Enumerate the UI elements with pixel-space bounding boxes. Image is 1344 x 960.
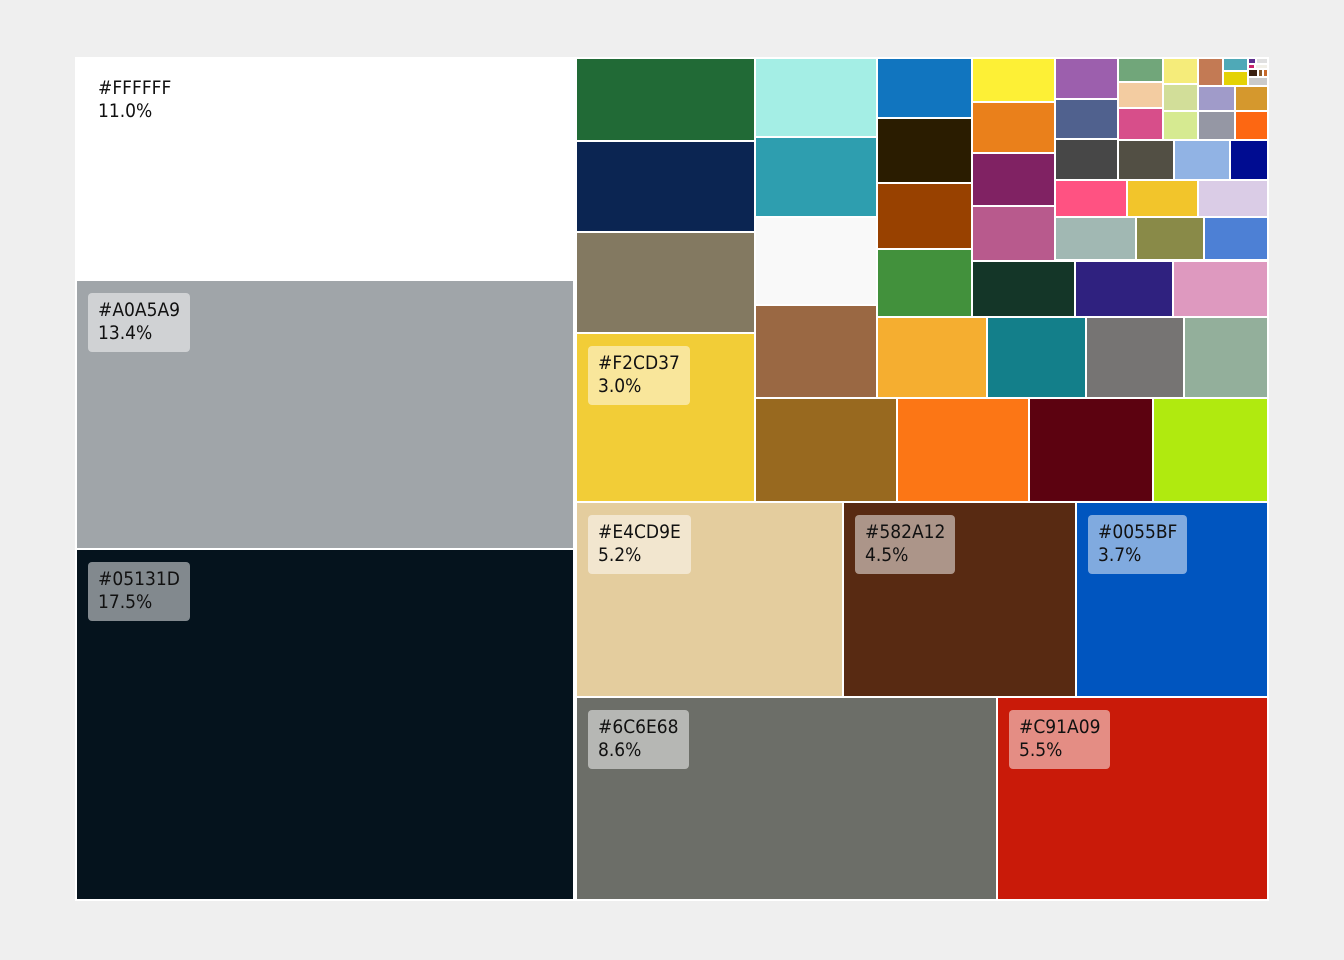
treemap-tile — [1054, 57, 1119, 100]
tile-label: #A0A5A9 13.4% — [88, 293, 191, 352]
treemap-tile — [575, 231, 756, 334]
treemap-tile — [876, 117, 973, 184]
treemap-tile — [1162, 110, 1199, 141]
treemap-tile — [1162, 83, 1199, 112]
tile-hex-label: #C91A09 — [1019, 716, 1101, 738]
treemap-tile — [1028, 397, 1154, 503]
tile-hex-label: #05131D — [98, 568, 180, 590]
treemap-tile — [971, 57, 1056, 103]
tile-hex-label: #0055BF — [1098, 521, 1178, 543]
treemap-tile — [1074, 260, 1174, 318]
treemap-tile — [896, 397, 1030, 503]
treemap-tile — [1126, 179, 1199, 218]
treemap-tile — [876, 316, 988, 399]
tile-percent-label: 17.5% — [98, 591, 153, 613]
treemap-tile — [1054, 138, 1119, 181]
tile-hex-label: #6C6E68 — [598, 716, 679, 738]
tile-percent-label: 4.5% — [865, 544, 909, 566]
tile-label: #6C6E68 8.6% — [588, 710, 689, 769]
tile-percent-label: 3.0% — [598, 375, 642, 397]
tile-hex-label: #A0A5A9 — [98, 299, 181, 321]
treemap-tile — [876, 248, 973, 318]
tile-label: #0055BF 3.7% — [1088, 515, 1188, 574]
tile-label: #E4CD9E 5.2% — [588, 515, 691, 574]
treemap-tile — [1135, 216, 1205, 261]
treemap-tile — [75, 57, 575, 281]
tile-label: #05131D 17.5% — [88, 562, 190, 621]
tile-hex-label: #E4CD9E — [598, 521, 681, 543]
treemap-tile — [754, 136, 878, 218]
tile-hex-label: #582A12 — [865, 521, 946, 543]
treemap-tile — [754, 397, 898, 503]
treemap-tile — [1234, 110, 1269, 141]
treemap-tile — [1262, 68, 1269, 78]
treemap-tile — [575, 140, 756, 233]
tile-percent-label: 13.4% — [98, 322, 153, 344]
treemap-tile — [1054, 216, 1137, 261]
treemap-tile — [876, 182, 973, 250]
treemap-tile — [575, 57, 756, 142]
treemap-tile — [1173, 139, 1231, 181]
treemap-tile — [1054, 98, 1119, 140]
tile-percent-label: 3.7% — [1098, 544, 1142, 566]
treemap-tile — [1117, 57, 1164, 83]
treemap-tile — [1222, 57, 1249, 72]
treemap-tile — [754, 57, 878, 138]
tile-label: #F2CD37 3.0% — [588, 346, 690, 405]
treemap-tile — [1197, 110, 1236, 141]
treemap-tile — [1222, 70, 1249, 87]
treemap-tile — [1162, 57, 1199, 85]
treemap-tile — [971, 260, 1076, 318]
treemap-tile — [1085, 316, 1185, 399]
treemap-tile — [971, 152, 1056, 207]
treemap-tile — [1197, 57, 1224, 87]
treemap-tile — [1117, 81, 1164, 109]
treemap-tile — [1183, 316, 1269, 399]
tile-percent-label: 11.0% — [98, 100, 153, 122]
tile-hex-label: #FFFFFF — [98, 77, 172, 99]
treemap-tile — [1152, 397, 1269, 503]
treemap-tile — [1117, 107, 1164, 141]
treemap-tile — [1197, 85, 1236, 112]
tile-percent-label: 8.6% — [598, 739, 642, 761]
treemap-tile — [971, 101, 1056, 154]
tile-percent-label: 5.2% — [598, 544, 642, 566]
treemap-tile — [1117, 139, 1175, 181]
tile-label: #C91A09 5.5% — [1009, 710, 1111, 769]
treemap-tile — [1229, 139, 1269, 181]
treemap-tile — [986, 316, 1087, 399]
treemap-tile — [876, 57, 973, 119]
treemap-tile — [1234, 85, 1269, 112]
treemap-tile — [1247, 76, 1269, 87]
treemap-tile — [1172, 260, 1269, 318]
tile-percent-label: 5.5% — [1019, 739, 1063, 761]
treemap-tile — [971, 205, 1056, 262]
treemap-tile — [1247, 68, 1259, 78]
treemap-tile — [754, 304, 878, 399]
tile-hex-label: #F2CD37 — [598, 352, 680, 374]
tile-label: #FFFFFF 11.0% — [88, 71, 181, 130]
treemap-tile — [1203, 216, 1269, 261]
treemap-tile — [1054, 179, 1128, 218]
treemap-tile — [754, 216, 878, 306]
treemap-tile — [1197, 179, 1269, 218]
tile-label: #582A12 4.5% — [855, 515, 956, 574]
